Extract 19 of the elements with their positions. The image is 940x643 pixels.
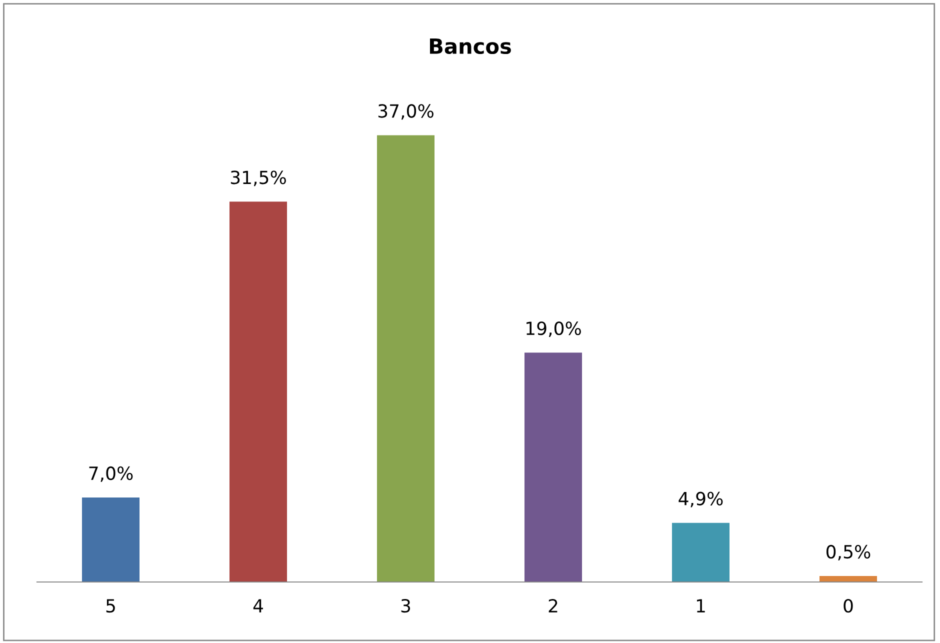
bar — [229, 202, 288, 582]
data-label: 19,0% — [526, 322, 581, 338]
bar — [819, 576, 878, 582]
x-tick-label: 3 — [401, 598, 410, 613]
bar — [672, 522, 730, 582]
x-tick-label: 1 — [696, 599, 705, 612]
x-tick-label: 0 — [844, 598, 853, 613]
chart-title: Bancos — [430, 38, 511, 54]
data-label: 0,5% — [826, 544, 870, 560]
x-tick-label: 2 — [548, 598, 558, 612]
data-label: 7,0% — [89, 466, 133, 482]
bar — [82, 497, 140, 582]
data-label: 37,0% — [378, 104, 434, 120]
x-tick-label: 4 — [253, 599, 263, 612]
data-label: 31,5% — [230, 170, 286, 186]
bar — [376, 135, 435, 582]
x-tick-label: 5 — [106, 599, 115, 613]
data-label: 4,9% — [678, 492, 723, 508]
bar — [524, 352, 582, 582]
